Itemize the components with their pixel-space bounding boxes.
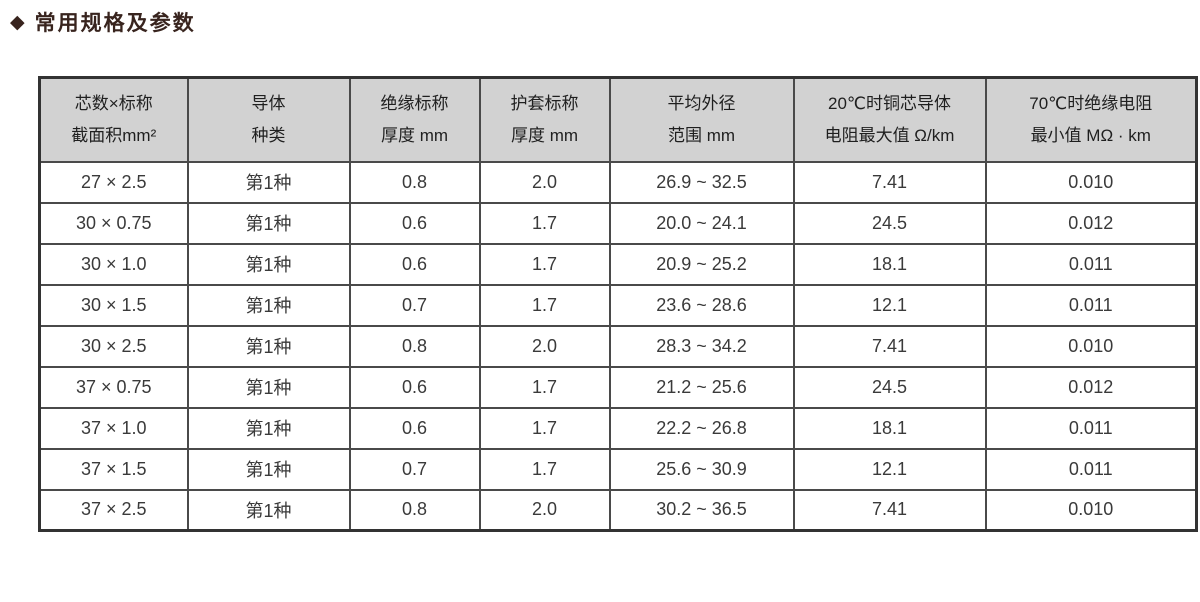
table-cell: 1.7 [478, 201, 611, 245]
header-row: 芯数×标称 截面积mm² 导体 种类 绝缘标称 厚度 mm 护套标称 厚度 mm… [38, 76, 1198, 163]
table-cell: 24.5 [792, 201, 987, 245]
table-cell: 0.010 [984, 324, 1198, 368]
table-cell: 0.6 [348, 365, 481, 409]
table-cell: 0.8 [348, 488, 481, 532]
table-cell: 第1种 [186, 406, 351, 450]
header-line: 20℃时铜芯导体 [827, 94, 951, 114]
table-cell: 37 × 1.5 [38, 447, 189, 491]
table-cell: 1.7 [478, 283, 611, 327]
table-row: 27 × 2.5 第1种 0.8 2.0 26.9 ~ 32.5 7.41 0.010 [38, 160, 1198, 204]
table-cell: 12.1 [792, 283, 987, 327]
table-cell: 0.011 [984, 283, 1198, 327]
table-cell: 0.011 [984, 242, 1198, 286]
header-cell-outer-diameter: 平均外径 范围 mm [608, 76, 795, 163]
header-line: 芯数×标称 [74, 94, 153, 114]
table-row: 30 × 1.5 第1种 0.7 1.7 23.6 ~ 28.6 12.1 0.011 [38, 283, 1198, 327]
table-cell: 28.3 ~ 34.2 [608, 324, 795, 368]
table-row: 37 × 1.5 第1种 0.7 1.7 25.6 ~ 30.9 12.1 0.011 [38, 447, 1198, 491]
section-title-text: 常用规格及参数 [34, 12, 196, 35]
table-cell: 24.5 [792, 365, 987, 409]
diamond-bullet-icon: ◆ [10, 11, 25, 33]
table-cell: 30 × 1.5 [38, 283, 189, 327]
header-line: 导体 [251, 94, 286, 114]
header-line: 种类 [251, 125, 286, 145]
table-cell: 0.010 [984, 160, 1198, 204]
table-cell: 第1种 [186, 283, 351, 327]
header-line: 厚度 mm [380, 125, 449, 145]
table-row: 37 × 0.75 第1种 0.6 1.7 21.2 ~ 25.6 24.5 0.012 [38, 365, 1198, 409]
table-cell: 27 × 2.5 [38, 160, 189, 204]
table-cell: 0.012 [984, 365, 1198, 409]
table-cell: 0.011 [984, 447, 1198, 491]
table-row: 30 × 2.5 第1种 0.8 2.0 28.3 ~ 34.2 7.41 0.010 [38, 324, 1198, 368]
table-cell: 2.0 [478, 488, 611, 532]
table-cell: 37 × 0.75 [38, 365, 189, 409]
table-cell: 30.2 ~ 36.5 [608, 488, 795, 532]
header-cell-conductor-type: 导体 种类 [186, 76, 351, 163]
table-row: 30 × 0.75 第1种 0.6 1.7 20.0 ~ 24.1 24.5 0.012 [38, 201, 1198, 245]
header-line: 最小值 MΩ · km [1030, 125, 1151, 145]
header-line: 范围 mm [667, 125, 736, 145]
table-cell: 0.7 [348, 283, 481, 327]
table-cell: 30 × 1.0 [38, 242, 189, 286]
table-cell: 第1种 [186, 488, 351, 532]
table-cell: 0.6 [348, 201, 481, 245]
table-cell: 7.41 [792, 488, 987, 532]
table-cell: 1.7 [478, 447, 611, 491]
table-cell: 第1种 [186, 201, 351, 245]
table-cell: 第1种 [186, 242, 351, 286]
table-cell: 1.7 [478, 242, 611, 286]
table-cell: 18.1 [792, 242, 987, 286]
table-cell: 0.011 [984, 406, 1198, 450]
spec-table: 芯数×标称 截面积mm² 导体 种类 绝缘标称 厚度 mm 护套标称 厚度 mm… [38, 76, 1198, 532]
table-cell: 37 × 2.5 [38, 488, 189, 532]
table-cell: 2.0 [478, 160, 611, 204]
table-cell: 第1种 [186, 365, 351, 409]
table-cell: 23.6 ~ 28.6 [608, 283, 795, 327]
section-title: ◆ 常用规格及参数 [10, 7, 196, 37]
table-cell: 第1种 [186, 324, 351, 368]
table-cell: 7.41 [792, 160, 987, 204]
table-cell: 0.012 [984, 201, 1198, 245]
header-cell-max-resistance: 20℃时铜芯导体 电阻最大值 Ω/km [792, 76, 987, 163]
table-cell: 0.8 [348, 160, 481, 204]
table-cell: 22.2 ~ 26.8 [608, 406, 795, 450]
table-cell: 25.6 ~ 30.9 [608, 447, 795, 491]
table-cell: 1.7 [478, 365, 611, 409]
table-cell: 0.7 [348, 447, 481, 491]
header-cell-cores-area: 芯数×标称 截面积mm² [38, 76, 189, 163]
header-cell-min-insulation-resistance: 70℃时绝缘电阻 最小值 MΩ · km [984, 76, 1198, 163]
header-line: 截面积mm² [71, 125, 157, 145]
table-cell: 18.1 [792, 406, 987, 450]
table-cell: 37 × 1.0 [38, 406, 189, 450]
header-line: 70℃时绝缘电阻 [1029, 94, 1153, 114]
table-cell: 20.0 ~ 24.1 [608, 201, 795, 245]
table-cell: 20.9 ~ 25.2 [608, 242, 795, 286]
table-cell: 30 × 0.75 [38, 201, 189, 245]
table-cell: 0.8 [348, 324, 481, 368]
header-line: 电阻最大值 Ω/km [824, 125, 955, 145]
header-line: 厚度 mm [510, 125, 579, 145]
header-line: 平均外径 [667, 94, 736, 114]
table-row: 30 × 1.0 第1种 0.6 1.7 20.9 ~ 25.2 18.1 0.011 [38, 242, 1198, 286]
table-cell: 1.7 [478, 406, 611, 450]
table-row: 37 × 1.0 第1种 0.6 1.7 22.2 ~ 26.8 18.1 0.011 [38, 406, 1198, 450]
table-cell: 第1种 [186, 447, 351, 491]
header-cell-insulation-thickness: 绝缘标称 厚度 mm [348, 76, 481, 163]
table-cell: 30 × 2.5 [38, 324, 189, 368]
header-line: 绝缘标称 [380, 94, 449, 114]
header-line: 护套标称 [510, 94, 579, 114]
table-cell: 0.010 [984, 488, 1198, 532]
table-cell: 7.41 [792, 324, 987, 368]
table-cell: 26.9 ~ 32.5 [608, 160, 795, 204]
table-cell: 2.0 [478, 324, 611, 368]
table-cell: 0.6 [348, 406, 481, 450]
table-row: 37 × 2.5 第1种 0.8 2.0 30.2 ~ 36.5 7.41 0.010 [38, 488, 1198, 532]
table-cell: 21.2 ~ 25.6 [608, 365, 795, 409]
table-cell: 12.1 [792, 447, 987, 491]
header-cell-sheath-thickness: 护套标称 厚度 mm [478, 76, 611, 163]
table-cell: 第1种 [186, 160, 351, 204]
table-cell: 0.6 [348, 242, 481, 286]
